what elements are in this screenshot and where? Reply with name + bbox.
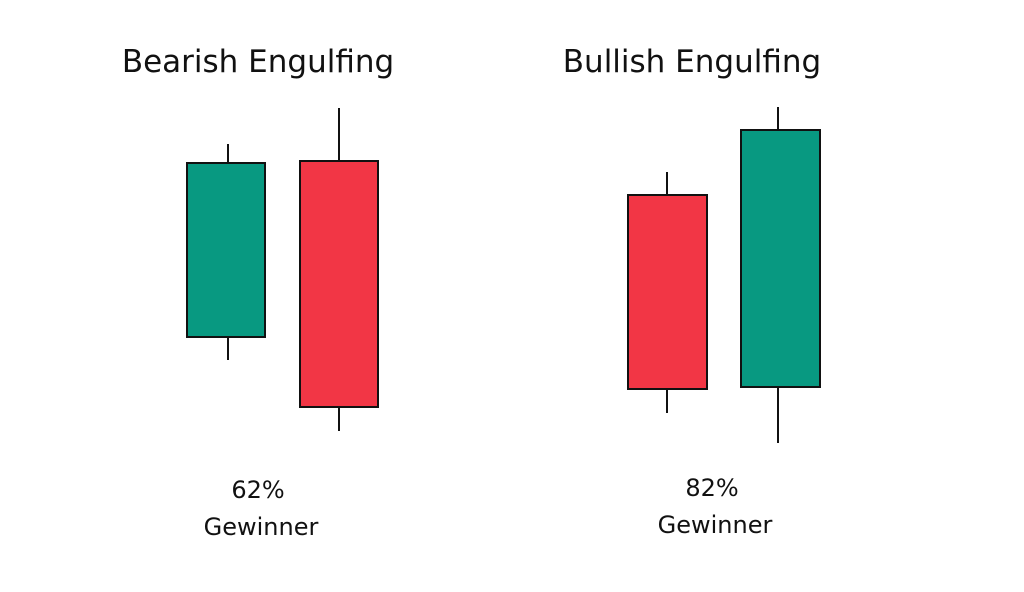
caption: Gewinner [204, 513, 319, 541]
bullish-candle [740, 129, 821, 388]
win-rate: 62% [231, 476, 284, 504]
panel-title: Bearish Engulfing [122, 44, 394, 80]
bullish-candle [186, 162, 266, 338]
bearish-candle [299, 160, 379, 408]
caption: Gewinner [658, 511, 773, 539]
win-rate: 82% [685, 474, 738, 502]
panel-title: Bullish Engulfing [563, 44, 821, 80]
bearish-candle [627, 194, 708, 390]
